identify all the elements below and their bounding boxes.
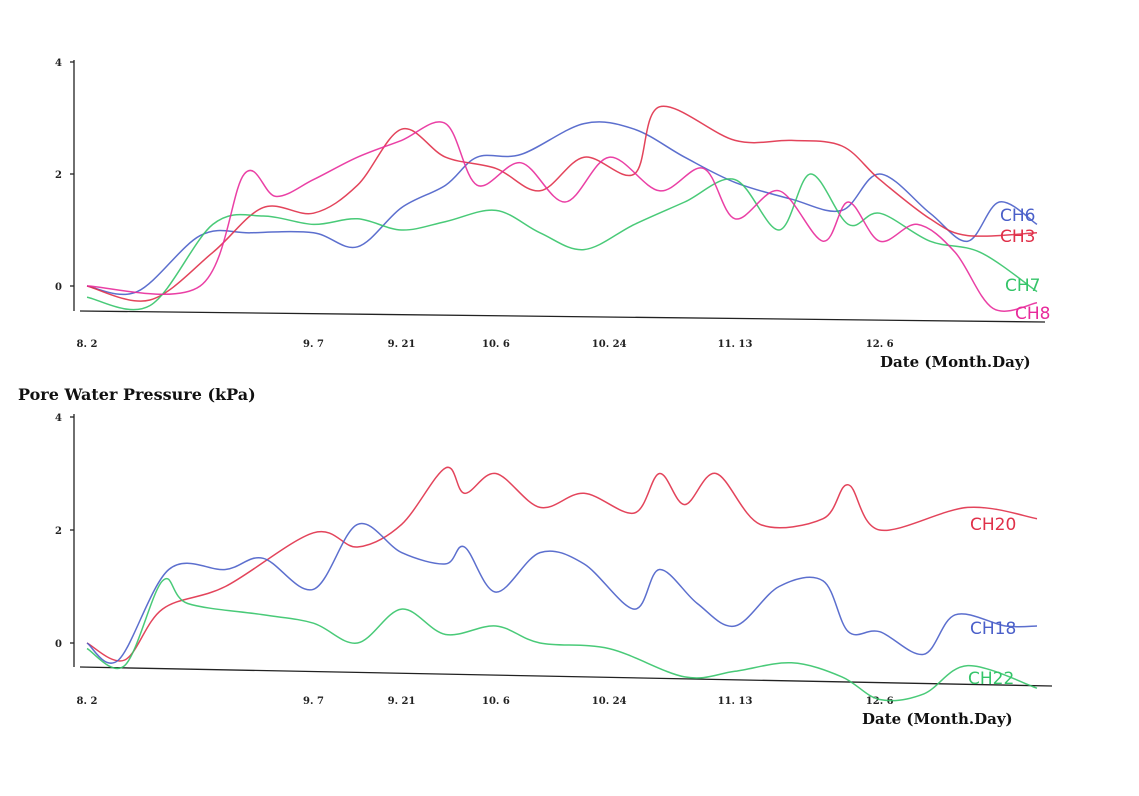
chart-panel-top: 0 2 4 8. 2 9. 7 9. 21 10. 6 10. 24 11. 13 12. 6 Da… xyxy=(55,58,1050,371)
x-tick-label: 8. 2 xyxy=(77,696,98,707)
series-line-ch20 xyxy=(86,466,1038,662)
y-tick-label: 0 xyxy=(55,639,62,650)
x-tick-label: 10. 6 xyxy=(482,696,510,707)
x-tick-label: 12. 6 xyxy=(866,696,894,707)
x-tick-label: 9. 7 xyxy=(303,696,324,707)
x-tick-label: 8. 2 xyxy=(77,339,98,350)
series-label-ch18: CH18 xyxy=(970,619,1016,639)
x-tick-label: 10. 24 xyxy=(592,339,627,350)
series-label-ch6: CH6 xyxy=(1000,206,1035,226)
chart-panel-bottom: 0 2 4 8. 2 9. 7 9. 21 10. 6 10. 24 11. 13 12. 6 Da… xyxy=(55,413,1053,728)
x-tick-label: 11. 13 xyxy=(718,696,753,707)
x-axis-line xyxy=(79,310,1046,323)
x-axis-title: Date (Month.Day) xyxy=(880,353,1031,371)
y-tick-label: 2 xyxy=(55,526,62,537)
series-label-ch7: CH7 xyxy=(1005,276,1040,296)
series-line-ch22 xyxy=(86,577,1038,702)
x-tick-label: 9. 21 xyxy=(388,696,416,707)
series-label-ch3: CH3 xyxy=(1000,227,1035,247)
series-label-ch20: CH20 xyxy=(970,515,1016,535)
x-tick-label: 11. 13 xyxy=(718,339,753,350)
series-line-ch3 xyxy=(86,105,1038,302)
series-line-ch18 xyxy=(86,522,1038,664)
x-axis-title: Date (Month.Day) xyxy=(862,710,1013,728)
series-line-ch6 xyxy=(86,121,1038,296)
x-tick-label: 9. 21 xyxy=(388,339,416,350)
series-line-ch8 xyxy=(86,121,1038,312)
y-tick-label: 4 xyxy=(55,58,62,69)
y-tick-label: 2 xyxy=(55,170,62,181)
y-tick-label: 4 xyxy=(55,413,62,424)
series-label-ch8: CH8 xyxy=(1015,304,1050,324)
series-line-ch7 xyxy=(86,173,1038,311)
x-tick-label: 9. 7 xyxy=(303,339,324,350)
x-tick-label: 10. 24 xyxy=(592,696,627,707)
series-label-ch22: CH22 xyxy=(968,669,1014,689)
x-tick-label: 12. 6 xyxy=(866,339,894,350)
y-axis-title: Pore Water Pressure (kPa) xyxy=(18,385,256,404)
y-tick-label: 0 xyxy=(55,282,62,293)
x-tick-label: 10. 6 xyxy=(482,339,510,350)
x-axis-line xyxy=(79,666,1053,687)
